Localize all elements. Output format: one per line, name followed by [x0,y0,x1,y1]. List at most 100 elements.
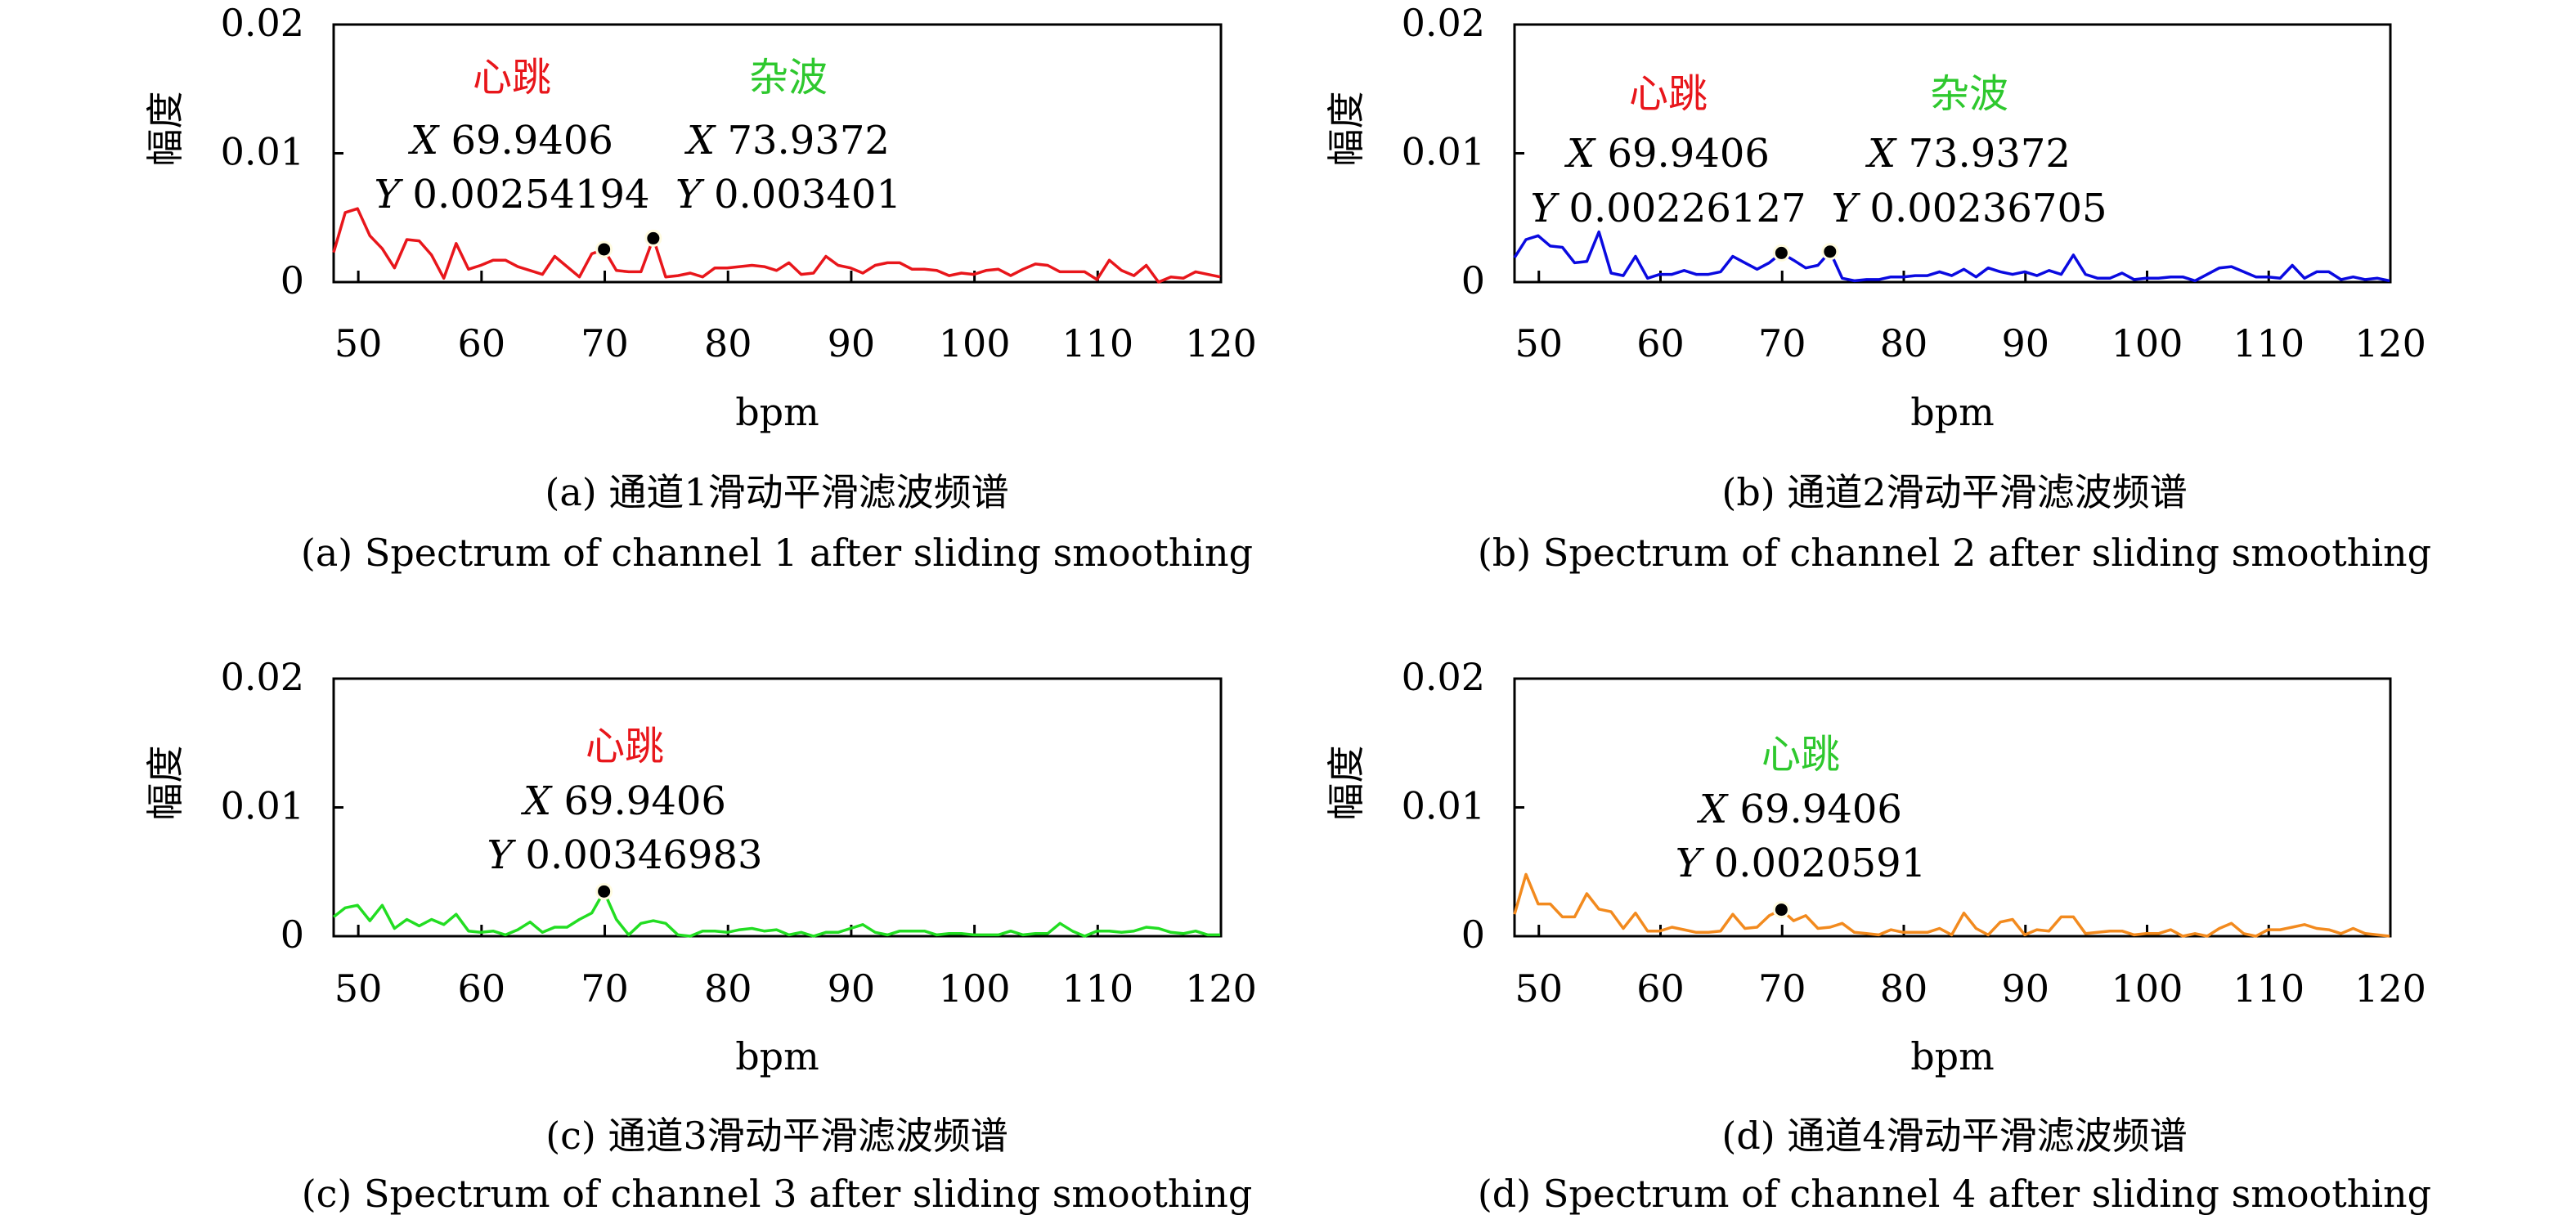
annotation-label: 心跳 [1761,732,1840,778]
caption-english: (c) Spectrum of channel 3 after sliding … [302,1172,1253,1215]
x-tick-label: 50 [334,321,383,365]
x-axis-label: bpm [735,1034,819,1078]
x-value: 69.9406 [451,118,613,164]
x-tick-label: 100 [939,966,1011,1011]
x-tick-label: 90 [828,321,876,365]
annotation-y-readout: Y 0.00254194 [374,172,649,217]
y-value: 0.0020591 [1714,841,1927,886]
chart-panel-b: 50 60 70 80 90 100 110 120 0 0.01 0.02 bpm 幅度 心跳 X 69.… [1324,1,2431,575]
x-tick-label: 110 [2233,966,2304,1011]
y-tick-label: 0 [1461,258,1485,303]
chart-panel-d: 50 60 70 80 90 100 110 120 0 0.01 0.02 bpm 幅度 心跳 X 69.… [1324,655,2431,1215]
annotation-y-readout: Y 0.00346983 [487,832,762,878]
data-tip-marker[interactable] [1772,901,1790,919]
caption-chinese: (d) 通道4滑动平滑滤波频谱 [1721,1114,2187,1158]
y-tick-label: 0 [1461,912,1485,957]
x-tick-label: 110 [1061,321,1133,365]
x-value: 73.9372 [1908,131,2071,177]
x-tick-label: 60 [1636,321,1685,365]
data-tip-marker[interactable] [595,240,613,258]
x-axis-label: bpm [1910,1034,1995,1078]
caption-chinese: (a) 通道1滑动平滑滤波频谱 [545,470,1008,514]
x-tick-label: 80 [1880,966,1928,1011]
x-tick-label: 50 [1515,966,1563,1011]
y-tick-label: 0.02 [1402,655,1485,699]
x-tick-label: 60 [458,321,506,365]
caption-english: (b) Spectrum of channel 2 after sliding … [1478,531,2431,575]
x-symbol: X [520,778,563,824]
y-tick-label: 0.01 [221,784,304,828]
plot-frame [1513,677,2392,938]
annotation-x-readout: X 69.9406 [1564,131,1770,177]
caption-chinese: (c) 通道3滑动平滑滤波频谱 [545,1114,1008,1158]
y-symbol: Y [675,172,714,217]
x-tick-label: 70 [581,966,629,1011]
x-tick-label: 120 [2354,321,2426,365]
y-symbol: Y [487,832,525,878]
y-tick-label: 0.01 [221,130,304,174]
series-line-channel-4 [1513,872,2390,938]
x-symbol: X [407,118,451,164]
y-tick-label: 0.02 [221,1,304,45]
annotation-y-readout: Y 0.003401 [675,172,901,217]
x-tick-label: 120 [1185,966,1257,1011]
y-axis-label: 幅度 [1324,746,1368,821]
x-tick-label: 60 [458,966,506,1011]
y-tick-label: 0.01 [1402,130,1485,174]
x-tick-label: 120 [1185,321,1257,365]
x-tick-label: 70 [1758,966,1806,1011]
x-axis-label: bpm [1910,390,1995,434]
y-value: 0.003401 [714,172,901,217]
x-value: 69.9406 [1739,787,1902,832]
annotation-y-readout: Y 0.00236705 [1831,186,2107,231]
data-tip-marker[interactable] [644,229,662,247]
annotation-label: 心跳 [586,724,664,769]
x-tick-label: 80 [704,966,752,1011]
plot-frame [332,677,1223,938]
x-tick-label: 50 [334,966,383,1011]
x-tick-label: 80 [704,321,752,365]
data-tip-marker[interactable] [1821,243,1839,261]
caption-english: (d) Spectrum of channel 4 after sliding … [1478,1172,2431,1215]
x-value: 69.9406 [563,778,726,824]
x-tick-label: 100 [2112,966,2183,1011]
x-tick-label: 100 [2112,321,2183,365]
annotation-label: 杂波 [1930,71,2008,117]
x-symbol: X [1865,131,1908,177]
series-line-channel-1 [332,207,1221,284]
y-tick-label: 0.01 [1402,784,1485,828]
x-tick-label: 110 [1061,966,1133,1011]
annotation-x-readout: X 73.9372 [684,118,890,164]
y-axis-label: 幅度 [1324,92,1368,167]
caption-chinese: (b) 通道2滑动平滑滤波频谱 [1721,470,2187,514]
x-tick-label: 50 [1515,321,1563,365]
y-value: 0.00254194 [412,172,649,217]
annotation-x-readout: X 69.9406 [520,778,726,824]
data-tip-marker[interactable] [1772,244,1790,262]
x-value: 73.9372 [727,118,890,164]
chart-panel-c: 50 60 70 80 90 100 110 120 0 0.01 0.02 bpm 幅度 心跳 X 69.… [143,655,1257,1215]
y-symbol: Y [1530,186,1568,231]
y-value: 0.00236705 [1869,186,2107,231]
annotation-label: 杂波 [749,55,828,101]
x-tick-label: 60 [1636,966,1685,1011]
data-tip-marker[interactable] [595,882,613,900]
annotation-x-readout: X 69.9406 [407,118,613,164]
annotation-label: 心跳 [1629,71,1708,117]
y-symbol: Y [374,172,412,217]
annotation-label: 心跳 [473,55,551,101]
annotation-y-readout: Y 0.00226127 [1530,186,1806,231]
caption-english: (a) Spectrum of channel 1 after sliding … [301,531,1253,575]
y-value: 0.00346983 [525,832,762,878]
x-tick-label: 70 [1758,321,1806,365]
x-tick-label: 100 [939,321,1011,365]
x-tick-label: 80 [1880,321,1928,365]
x-symbol: X [684,118,727,164]
x-tick-label: 110 [2233,321,2304,365]
x-symbol: X [1564,131,1607,177]
y-tick-label: 0.02 [221,655,304,699]
x-tick-label: 90 [2001,966,2049,1011]
x-tick-label: 90 [2001,321,2049,365]
x-value: 69.9406 [1607,131,1770,177]
